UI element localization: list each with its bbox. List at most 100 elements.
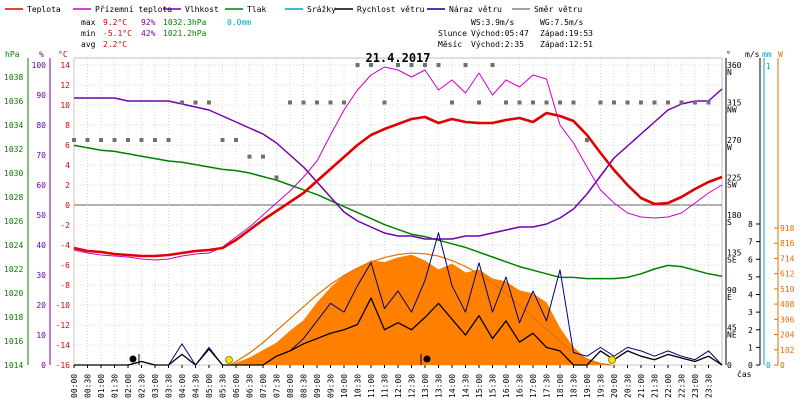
- pressure-tick-label: 1022: [4, 265, 23, 274]
- direction-tick-label: SE: [727, 256, 737, 265]
- pressure-tick-label: 1028: [4, 193, 23, 202]
- x-tick-label: 02:30: [138, 374, 147, 398]
- x-tick-label: 07:00: [259, 374, 268, 398]
- x-tick-label: 15:30: [489, 374, 498, 398]
- x-tick-label: 06:30: [246, 374, 255, 398]
- wind-direction-point: [423, 63, 427, 67]
- x-tick-label: 12:30: [408, 374, 417, 398]
- x-tick-label: 15:00: [475, 374, 484, 398]
- wind-direction-point: [220, 138, 225, 142]
- x-tick-label: 19:00: [583, 374, 592, 398]
- wind-direction-point: [328, 100, 333, 105]
- x-tick-label: 06:00: [232, 374, 241, 398]
- temperature-tick-label: -2: [60, 221, 70, 230]
- stats-moon-label: Měsíc: [438, 40, 462, 49]
- wind-direction-point: [558, 100, 562, 105]
- solar-tick-label: 306: [780, 315, 795, 324]
- wind-direction-point: [409, 63, 414, 67]
- wind-direction-point: [153, 138, 157, 142]
- wind-gust-line: [74, 232, 723, 366]
- stats-avg-label: avg: [81, 40, 96, 49]
- x-tick-label: 00:30: [84, 374, 93, 398]
- stats-sun-rise: Východ:05:47: [471, 29, 529, 38]
- solar-clear-sky-line: [230, 252, 612, 366]
- x-tick-label: 04:30: [192, 374, 201, 398]
- direction-tick-label: 360: [727, 61, 742, 70]
- temperature-tick-label: 14: [60, 61, 70, 70]
- x-tick-label: 13:30: [435, 374, 444, 398]
- wind-direction-point: [679, 100, 684, 105]
- wind-direction-point: [396, 63, 400, 67]
- wind-direction-point: [369, 63, 373, 67]
- x-tick-label: 18:30: [570, 374, 579, 398]
- stats-min-label: min: [81, 29, 96, 38]
- x-tick-label: 22:30: [678, 374, 687, 398]
- x-tick-label: 17:00: [529, 374, 538, 398]
- stats-min-hum: 42%: [141, 29, 156, 38]
- temperature-tick-label: -4: [60, 241, 70, 250]
- ground-temperature-line: [73, 66, 723, 261]
- direction-tick-label: N: [727, 68, 732, 77]
- wind-direction-point: [261, 154, 265, 159]
- wind-direction-point: [112, 138, 117, 142]
- legend-label: Směr větru: [534, 5, 582, 14]
- wind-direction-point: [180, 100, 184, 105]
- wind-direction-point: [463, 63, 468, 67]
- rain-tick-label: 0: [766, 361, 771, 370]
- legend-label: Přízemní teplota: [95, 5, 172, 14]
- pressure-tick-label: 1014: [4, 361, 23, 370]
- direction-tick-label: 45: [727, 324, 737, 333]
- rain-tick-label: 1: [766, 62, 771, 71]
- humidity-tick-label: 80: [36, 121, 46, 130]
- x-tick-label: 14:30: [462, 374, 471, 398]
- x-tick-label: 04:00: [178, 374, 187, 398]
- wind-direction-point: [639, 100, 643, 105]
- x-tick-label: 13:00: [421, 374, 430, 398]
- wind-tick-label: 2: [748, 326, 753, 335]
- humidity-tick-label: 20: [36, 301, 46, 310]
- wind-direction-point: [477, 100, 481, 105]
- wind-tick-label: 7: [748, 238, 753, 247]
- direction-tick-label: S: [727, 218, 732, 227]
- x-tick-label: 08:00: [286, 374, 295, 398]
- humidity-tick-label: 90: [36, 91, 46, 100]
- pressure-tick-label: 1020: [4, 289, 23, 298]
- solar-tick-label: 204: [780, 331, 795, 340]
- x-tick-label: 14:00: [448, 374, 457, 398]
- x-tick-label: 21:00: [637, 374, 646, 398]
- wind-tick-label: 6: [748, 255, 753, 264]
- temperature-tick-label: 2: [65, 181, 70, 190]
- legend-label: Tlak: [247, 5, 266, 14]
- temperature-tick-label: -10: [56, 301, 71, 310]
- wind-direction-point: [504, 100, 508, 105]
- solar-tick-label: 102: [780, 346, 795, 355]
- x-tick-label: 07:30: [273, 374, 282, 398]
- x-tick-label: 23:30: [705, 374, 714, 398]
- x-tick-label: 20:00: [610, 374, 619, 398]
- x-tick-label: 01:30: [111, 374, 120, 398]
- wind-direction-point: [234, 138, 238, 142]
- moon-set-marker: [423, 355, 431, 363]
- direction-tick-label: E: [727, 293, 732, 302]
- wind-tick-label: 3: [748, 308, 753, 317]
- humidity-tick-label: 50: [36, 211, 46, 220]
- x-tick-label: 11:30: [381, 374, 390, 398]
- wind-direction-point: [490, 63, 495, 67]
- wind-direction-point: [193, 100, 198, 105]
- stats-wg: WG:7.5m/s: [540, 18, 584, 27]
- stats-ws: WS:3.9m/s: [471, 18, 515, 27]
- x-tick-label: 16:30: [516, 374, 525, 398]
- event-markers: [129, 354, 616, 365]
- wind-direction-point: [666, 100, 670, 105]
- pressure-tick-label: 1018: [4, 313, 23, 322]
- direction-tick-label: 0: [727, 361, 732, 370]
- wind-tick-label: 5: [748, 273, 753, 282]
- stats-min-press: 1021.2hPa: [163, 29, 207, 38]
- wind-direction-point: [166, 138, 171, 142]
- wind-tick-label: 1: [748, 343, 753, 352]
- temperature-tick-label: -14: [56, 341, 71, 350]
- wind-direction-point: [571, 100, 576, 105]
- x-tick-label: 05:00: [205, 374, 214, 398]
- x-tick-label: 09:00: [313, 374, 322, 398]
